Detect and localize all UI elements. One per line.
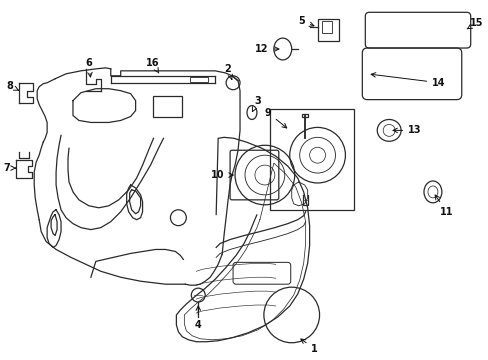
Text: 15: 15 (466, 18, 483, 29)
Text: 6: 6 (85, 58, 92, 77)
Bar (321, 21, 331, 33)
Text: 10: 10 (211, 170, 233, 180)
Text: 5: 5 (298, 16, 313, 26)
Text: 7: 7 (3, 163, 16, 173)
Text: 9: 9 (264, 108, 286, 128)
Text: 16: 16 (145, 58, 159, 73)
Bar (190, 77, 208, 82)
Bar (152, 96, 182, 117)
Text: 12: 12 (255, 44, 278, 54)
Text: 11: 11 (434, 195, 453, 217)
Text: 13: 13 (392, 125, 421, 135)
Text: 4: 4 (195, 306, 201, 330)
Text: 1: 1 (300, 339, 317, 354)
Text: 3: 3 (252, 96, 261, 112)
Text: 2: 2 (224, 64, 232, 80)
Bar (317, 19, 339, 41)
Bar (269, 109, 354, 210)
Text: 8: 8 (6, 81, 19, 91)
Bar (301, 113, 307, 117)
Text: 14: 14 (370, 73, 445, 88)
